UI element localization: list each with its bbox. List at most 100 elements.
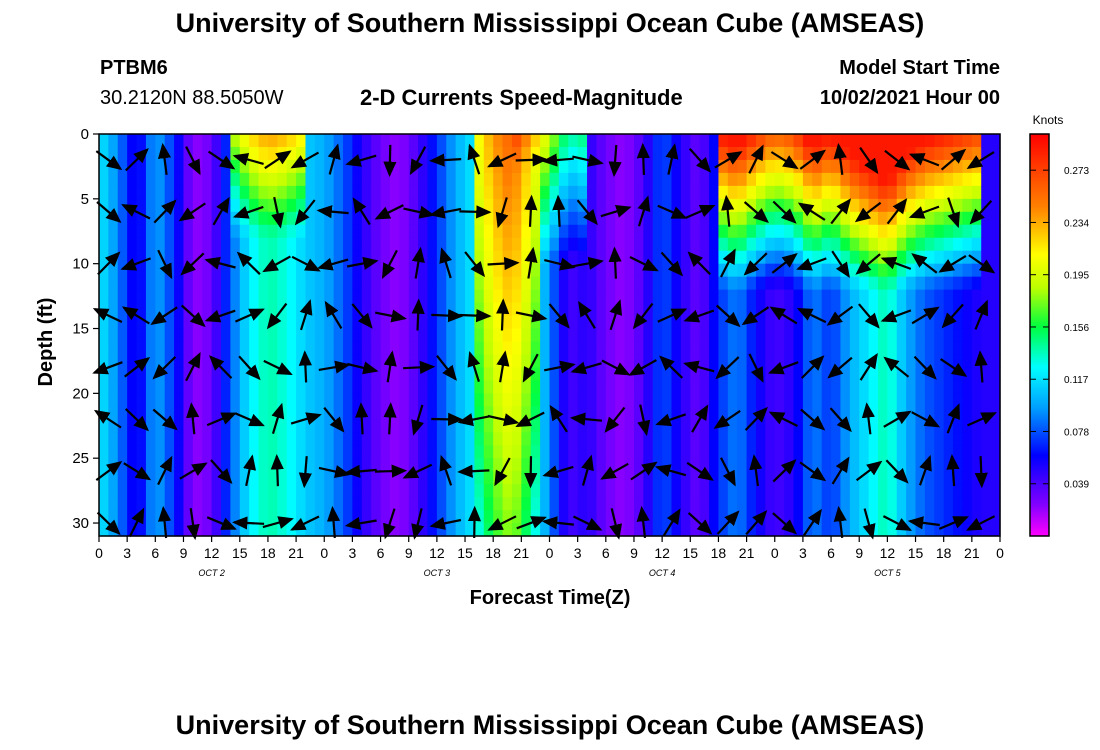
current-vector-arrow (345, 154, 377, 167)
heatmap-cell (455, 458, 466, 472)
heatmap-cell (615, 471, 626, 485)
heatmap-cell (314, 484, 325, 498)
heatmap-cell (483, 263, 494, 278)
heatmap-cell (164, 445, 175, 459)
heatmap-cell (615, 510, 626, 524)
heatmap-cell (427, 393, 438, 407)
heatmap-cell (521, 276, 532, 291)
heatmap-cell (286, 497, 297, 511)
x-tick-label: 3 (799, 545, 807, 561)
heatmap-cell (915, 159, 926, 174)
heatmap-cell (821, 172, 832, 187)
heatmap-cell (343, 497, 354, 511)
heatmap-cell (511, 510, 522, 524)
heatmap-cell (624, 224, 635, 239)
heatmap-cell (990, 146, 1001, 161)
heatmap-cell (117, 159, 128, 174)
heatmap-cell (737, 406, 748, 420)
heatmap-cell (239, 523, 250, 537)
heatmap-cell (389, 432, 400, 446)
heatmap-cell (962, 237, 973, 252)
heatmap-cell (718, 523, 729, 537)
current-vector-arrow (772, 512, 798, 535)
current-vector-arrow (411, 246, 425, 279)
heatmap-cell (540, 211, 551, 226)
heatmap-cell (971, 445, 982, 459)
heatmap-cell (540, 302, 551, 317)
heatmap-cell (718, 341, 729, 356)
heatmap-cell (877, 380, 888, 394)
heatmap-cell (821, 328, 832, 343)
heatmap-cell (887, 263, 898, 278)
heatmap-cell (521, 159, 532, 174)
heatmap-cell (455, 393, 466, 407)
heatmap-cell (737, 185, 748, 200)
current-vector-arrow (271, 402, 285, 435)
current-vector-arrow (383, 144, 397, 178)
heatmap-cell (596, 510, 607, 524)
heatmap-cell (849, 432, 860, 446)
heatmap-cell (343, 263, 354, 278)
heatmap-cell (821, 484, 832, 498)
heatmap-cell (221, 432, 231, 446)
heatmap-cell (502, 341, 513, 356)
heatmap-cell (483, 380, 494, 394)
heatmap-cell (174, 146, 185, 161)
heatmap-cell (906, 471, 917, 485)
heatmap-cell (568, 328, 579, 343)
heatmap-cell (371, 484, 382, 498)
heatmap-cell (127, 250, 138, 265)
current-vector-arrow (374, 204, 404, 220)
heatmap-cell (558, 302, 569, 317)
heatmap-cell (127, 471, 138, 485)
heatmap-cell (709, 380, 720, 394)
heatmap-cell (117, 484, 128, 498)
heatmap-cell (418, 289, 429, 304)
heatmap-cell (605, 523, 616, 537)
heatmap-cell (840, 354, 851, 369)
x-tick-label: 0 (771, 545, 779, 561)
heatmap-cell (596, 484, 607, 498)
heatmap-cell (680, 250, 691, 265)
heatmap-cell (887, 198, 898, 213)
heatmap-cell (718, 354, 729, 369)
heatmap-cell (549, 484, 560, 498)
heatmap-cell (192, 445, 203, 459)
current-vector-arrow (720, 248, 736, 278)
heatmap-cell (108, 263, 119, 278)
heatmap-cell (558, 146, 569, 161)
heatmap-cell (540, 445, 551, 459)
heatmap-cell (605, 393, 616, 407)
heatmap-cell (784, 237, 795, 252)
heatmap-cell (117, 510, 128, 524)
heatmap-cell (455, 315, 466, 330)
heatmap-cell (587, 146, 598, 161)
heatmap-cell (624, 328, 635, 343)
heatmap-cell (896, 237, 907, 252)
heatmap-cell (117, 185, 128, 200)
heatmap-cell (380, 224, 391, 239)
current-vector-arrow (965, 515, 996, 531)
current-vector-arrow (600, 204, 632, 218)
heatmap-cell (831, 458, 842, 472)
heatmap-cell (502, 458, 513, 472)
current-vector-arrow (263, 359, 293, 375)
heatmap-cell (202, 354, 213, 369)
heatmap-cell (540, 276, 551, 291)
current-vector-arrow (467, 143, 481, 175)
heatmap-cell (474, 315, 485, 330)
heatmap-cell (108, 198, 119, 213)
heatmap-cell (624, 134, 635, 148)
heatmap-cell (831, 289, 842, 304)
heatmap-cell (943, 159, 954, 174)
heatmap-cell (465, 134, 476, 148)
heatmap-cell (577, 185, 588, 200)
heatmap-cell (840, 484, 851, 498)
heatmap-cell (896, 211, 907, 226)
heatmap-cell (211, 302, 222, 317)
heatmap-cell (427, 224, 438, 239)
heatmap-cell (99, 354, 109, 369)
heatmap-cell (605, 289, 616, 304)
heatmap-cell (277, 354, 288, 369)
heatmap-cell (943, 445, 954, 459)
